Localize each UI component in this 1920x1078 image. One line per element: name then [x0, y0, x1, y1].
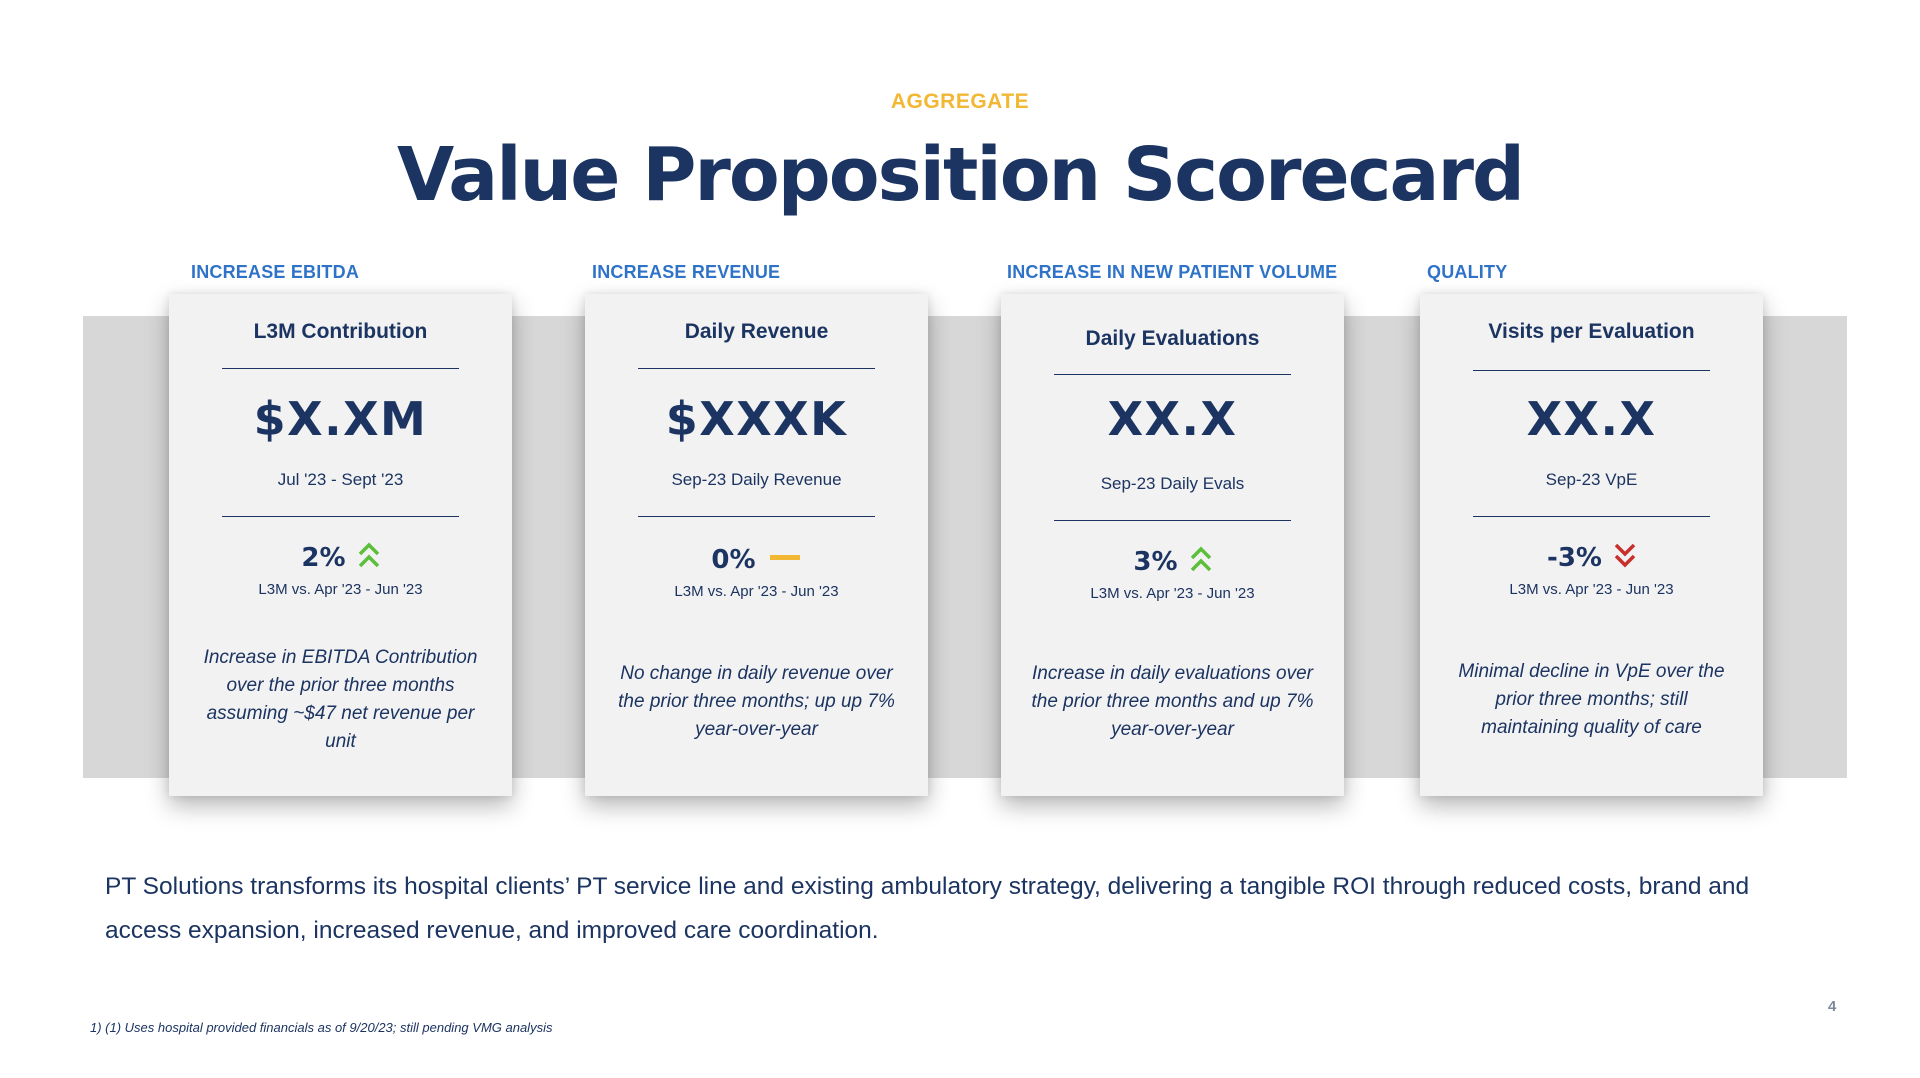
card-description: Minimal decline in VpE over the prior th… [1458, 661, 1725, 738]
card-title: L3M Contribution [253, 320, 428, 343]
divider [1054, 520, 1291, 521]
scorecard-card-quality: Visits per Evaluation XX.X Sep-23 VpE -3… [1420, 294, 1763, 796]
change-percent: -3% [1547, 542, 1602, 573]
scorecard-card-revenue: Daily Revenue $XXXK Sep-23 Daily Revenue… [585, 294, 928, 796]
scorecard-card-ebitda: L3M Contribution $X.XM Jul '23 - Sept '2… [169, 294, 512, 796]
page-number: 4 [1828, 998, 1837, 1015]
divider [1054, 374, 1291, 375]
metric-period: Sep-23 VpE [1545, 470, 1638, 489]
divider [638, 516, 875, 517]
dash-icon [768, 542, 802, 577]
section-eyebrow: AGGREGATE [890, 90, 1030, 113]
card-description: Increase in EBITDA Contribution over the… [203, 647, 478, 752]
double-chevron-up-icon [1190, 544, 1212, 579]
divider [638, 368, 875, 369]
divider [222, 368, 459, 369]
footnote: 1) (1) Uses hospital provided financials… [90, 1020, 553, 1035]
card-description: Increase in daily evaluations over the p… [1031, 663, 1314, 740]
divider [1473, 370, 1710, 371]
scorecard-card-evaluations: Daily Evaluations XX.X Sep-23 Daily Eval… [1001, 294, 1344, 796]
divider [222, 516, 459, 517]
change-row: -3% [1420, 540, 1763, 575]
card-title: Daily Revenue [684, 320, 829, 343]
change-row: 3% [1001, 544, 1344, 579]
metric-period: Jul '23 - Sept '23 [277, 470, 404, 489]
metric-value: $X.XM [253, 392, 428, 446]
change-row: 2% [169, 540, 512, 575]
metric-value: XX.X [1107, 392, 1238, 446]
category-label-patient-volume: INCREASE IN NEW PATIENT VOLUME [1007, 262, 1338, 282]
comparison-period: L3M vs. Apr '23 - Jun '23 [258, 581, 423, 598]
change-row: 0% [585, 542, 928, 577]
card-title: Visits per Evaluation [1488, 320, 1695, 343]
double-chevron-up-icon [358, 540, 380, 575]
change-percent: 2% [301, 542, 346, 573]
metric-period: Sep-23 Daily Revenue [671, 470, 842, 489]
change-percent: 3% [1133, 546, 1178, 577]
comparison-period: L3M vs. Apr '23 - Jun '23 [674, 583, 839, 600]
metric-value: $XXXK [665, 392, 848, 446]
summary-paragraph: PT Solutions transforms its hospital cli… [105, 873, 1750, 944]
metric-value: XX.X [1526, 392, 1657, 446]
card-description: No change in daily revenue over the prio… [618, 663, 895, 740]
category-label-revenue: INCREASE REVENUE [592, 262, 781, 282]
page-title: Value Proposition Scorecard [397, 132, 1525, 218]
category-label-quality: QUALITY [1427, 262, 1508, 282]
divider [1473, 516, 1710, 517]
comparison-period: L3M vs. Apr '23 - Jun '23 [1509, 581, 1674, 598]
comparison-period: L3M vs. Apr '23 - Jun '23 [1090, 585, 1255, 602]
card-title: Daily Evaluations [1085, 327, 1260, 350]
change-percent: 0% [711, 544, 756, 575]
category-label-ebitda: INCREASE EBITDA [191, 262, 360, 282]
double-chevron-down-icon [1614, 540, 1636, 575]
metric-period: Sep-23 Daily Evals [1100, 474, 1245, 493]
